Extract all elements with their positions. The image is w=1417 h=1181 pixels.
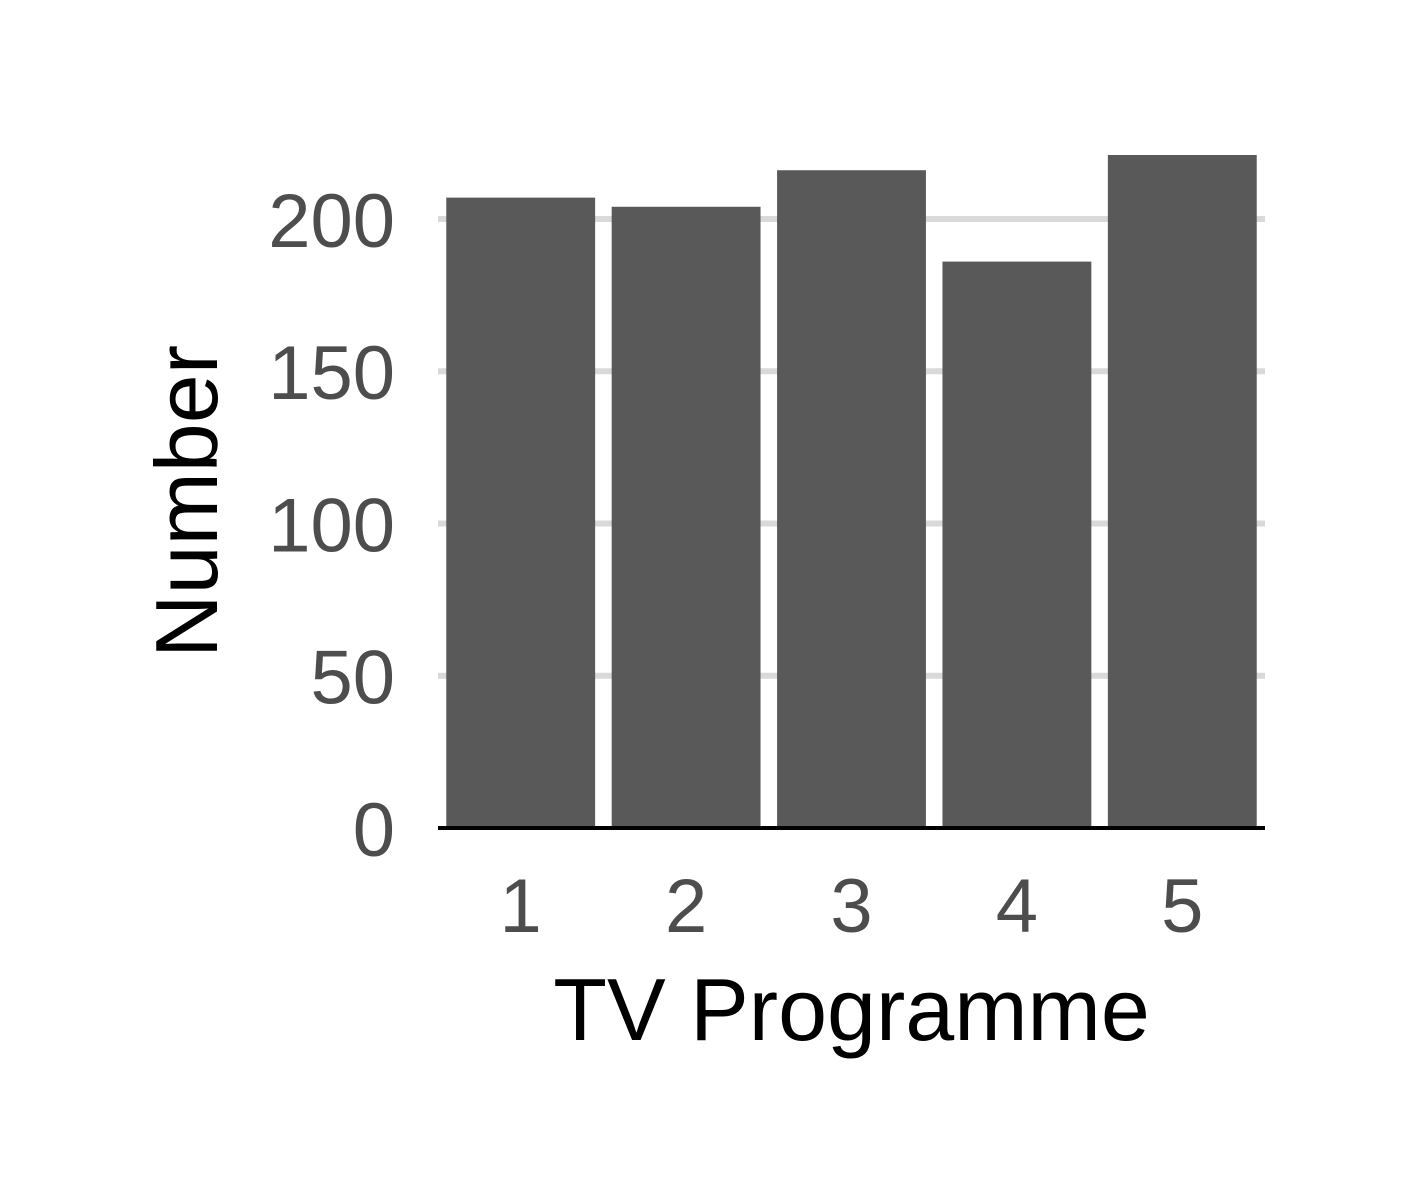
bar-1 xyxy=(446,197,596,828)
x-tick-label-1: 1 xyxy=(500,864,542,949)
bar-2 xyxy=(611,206,761,828)
x-tick-labels: 1 2 3 4 5 xyxy=(500,864,1204,949)
y-tick-label-200: 200 xyxy=(268,179,395,264)
y-tick-label-0: 0 xyxy=(353,788,395,873)
y-axis-title: Number xyxy=(137,345,236,658)
y-tick-label-50: 50 xyxy=(310,636,395,721)
x-tick-label-5: 5 xyxy=(1161,864,1203,949)
x-tick-label-3: 3 xyxy=(830,864,872,949)
y-tick-labels: 0 50 100 150 200 xyxy=(268,179,395,873)
bar-5 xyxy=(1107,155,1257,828)
bar-3 xyxy=(777,170,926,828)
x-axis-title: TV Programme xyxy=(553,960,1150,1059)
x-tick-label-2: 2 xyxy=(665,864,707,949)
bars xyxy=(446,155,1257,828)
bar-4 xyxy=(942,261,1092,828)
y-tick-label-150: 150 xyxy=(268,331,395,416)
x-tick-label-4: 4 xyxy=(996,864,1038,949)
y-tick-label-100: 100 xyxy=(268,483,395,568)
